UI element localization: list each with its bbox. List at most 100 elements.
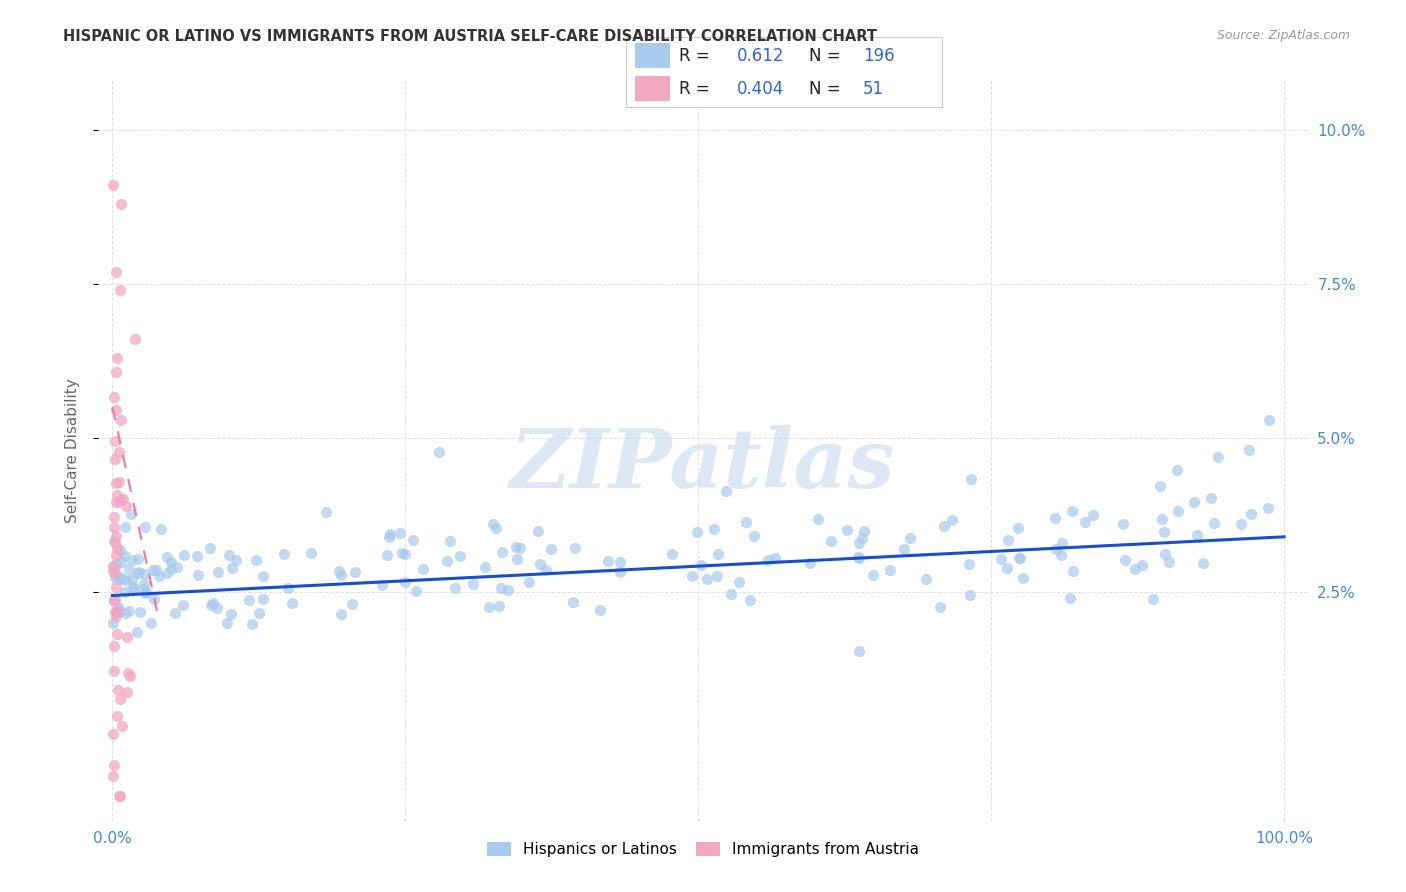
Point: [609, 555, 631, 569]
Point: [1059, 591, 1081, 606]
Point: [103, 758, 125, 772]
Point: [104, 475, 127, 490]
Point: [107, 444, 129, 458]
Point: [114, 520, 136, 534]
Point: [377, 530, 399, 544]
Point: [148, 569, 170, 583]
Point: [534, 563, 557, 577]
Point: [108, 691, 131, 706]
Point: [706, 569, 728, 583]
Point: [1050, 536, 1073, 550]
Point: [343, 565, 366, 579]
Point: [103, 615, 125, 630]
Point: [1045, 542, 1067, 557]
Point: [540, 541, 562, 556]
Point: [1152, 512, 1174, 526]
Point: [105, 494, 128, 508]
Point: [1191, 556, 1213, 570]
Point: [412, 562, 434, 576]
Point: [225, 553, 247, 567]
Point: [799, 556, 821, 570]
Point: [1206, 450, 1229, 464]
Point: [488, 599, 510, 613]
Text: 0.404: 0.404: [737, 80, 783, 98]
Point: [207, 565, 229, 579]
Point: [105, 708, 128, 723]
Point: [1149, 479, 1171, 493]
Point: [114, 573, 136, 587]
Point: [281, 596, 304, 610]
Point: [517, 575, 540, 590]
Point: [485, 521, 508, 535]
Point: [115, 499, 138, 513]
Point: [1012, 571, 1035, 585]
Point: [159, 561, 181, 575]
Point: [240, 616, 263, 631]
Point: [491, 581, 513, 595]
Point: [1166, 463, 1188, 477]
Point: [252, 568, 274, 582]
Point: [995, 561, 1018, 575]
Point: [1007, 521, 1029, 535]
Point: [104, 549, 127, 563]
Point: [449, 549, 471, 563]
Point: [932, 518, 955, 533]
Point: [107, 602, 129, 616]
Point: [439, 533, 461, 548]
Point: [371, 578, 394, 592]
Point: [273, 547, 295, 561]
Point: [135, 585, 157, 599]
Point: [120, 507, 142, 521]
Text: ZIPatlas: ZIPatlas: [510, 425, 896, 505]
Point: [402, 533, 425, 547]
Point: [1074, 516, 1097, 530]
Point: [1240, 507, 1263, 521]
Point: [172, 598, 194, 612]
Point: [1229, 517, 1251, 532]
Point: [105, 488, 128, 502]
Point: [104, 591, 127, 606]
Point: [111, 572, 134, 586]
Point: [742, 529, 765, 543]
Text: 0.612: 0.612: [737, 46, 785, 64]
Point: [898, 532, 921, 546]
Bar: [636, 77, 669, 102]
Point: [1157, 554, 1180, 568]
Point: [166, 560, 188, 574]
Point: [121, 572, 143, 586]
Point: [105, 541, 128, 555]
Point: [1153, 525, 1175, 540]
Point: [105, 557, 128, 571]
Point: [561, 595, 583, 609]
Point: [1123, 562, 1146, 576]
Point: [848, 536, 870, 550]
Point: [738, 593, 761, 607]
Point: [482, 516, 505, 531]
Point: [1043, 511, 1066, 525]
Point: [134, 586, 156, 600]
Point: [127, 552, 149, 566]
Point: [928, 600, 950, 615]
Point: [115, 630, 138, 644]
Point: [124, 332, 146, 346]
Point: [105, 605, 128, 619]
Point: [118, 668, 141, 682]
Point: [1008, 550, 1031, 565]
Point: [118, 562, 141, 576]
Point: [405, 584, 427, 599]
Point: [505, 540, 527, 554]
Point: [134, 520, 156, 534]
Point: [1185, 528, 1208, 542]
Point: [110, 789, 132, 803]
Point: [132, 582, 155, 596]
Point: [104, 534, 127, 549]
Point: [105, 365, 128, 379]
Point: [837, 524, 859, 538]
Point: [443, 581, 465, 595]
Point: [101, 727, 124, 741]
Point: [463, 577, 485, 591]
Point: [1062, 503, 1084, 517]
Point: [959, 472, 981, 486]
Point: [756, 552, 779, 566]
Point: [315, 504, 337, 518]
